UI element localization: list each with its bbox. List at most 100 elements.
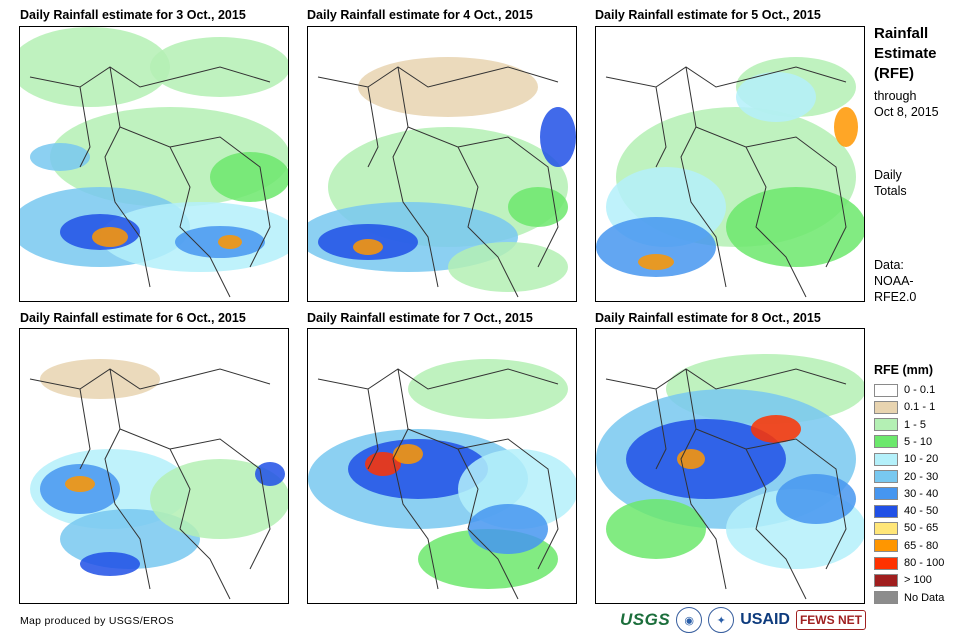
legend-label: No Data xyxy=(904,591,945,604)
legend-label: 30 - 40 xyxy=(904,487,939,500)
map-panel-oct7 xyxy=(307,328,577,604)
legend-item: > 100 xyxy=(874,572,932,588)
legend-label: > 100 xyxy=(904,574,932,587)
rainfall-area xyxy=(736,72,816,122)
legend-swatch xyxy=(874,383,898,397)
legend-swatch xyxy=(874,435,898,449)
legend-item: 0.1 - 1 xyxy=(874,399,935,415)
legend-item: 65 - 80 xyxy=(874,538,938,554)
rainfall-area xyxy=(218,235,242,249)
legend-label: 80 - 100 xyxy=(904,557,945,569)
rainfall-area xyxy=(92,227,128,247)
legend-swatch xyxy=(874,504,898,518)
map-panel-oct6 xyxy=(19,328,289,604)
panel-title-oct5: Daily Rainfall estimate for 5 Oct., 2015 xyxy=(595,8,821,22)
noaa-logo-icon: ◉ xyxy=(676,607,703,633)
map-panel-oct3 xyxy=(19,26,289,302)
rainfall-map-oct3 xyxy=(20,27,288,298)
rainfall-map-oct5 xyxy=(596,57,864,298)
agency-logos: USGS ◉ ✦ USAID FEWS NET xyxy=(620,606,866,634)
country-boundaries xyxy=(29,66,271,298)
panel-title-oct3: Daily Rainfall estimate for 3 Oct., 2015 xyxy=(20,8,246,22)
panel-title-oct7: Daily Rainfall estimate for 7 Oct., 2015 xyxy=(307,311,533,325)
rainfall-map-oct6 xyxy=(29,359,288,600)
rainfall-area xyxy=(393,444,423,464)
rainfall-area xyxy=(80,552,140,576)
legend-label: 10 - 20 xyxy=(904,453,939,466)
rainfall-area xyxy=(30,143,90,171)
country-boundaries xyxy=(29,368,271,600)
legend-swatch xyxy=(874,573,898,587)
legend-item: 40 - 50 xyxy=(874,503,938,519)
panel-title-oct4: Daily Rainfall estimate for 4 Oct., 2015 xyxy=(307,8,533,22)
fews-net-logo: FEWS NET xyxy=(795,610,866,630)
legend-item: 20 - 30 xyxy=(874,469,938,485)
data-source: Data: NOAA- RFE2.0 xyxy=(874,258,917,304)
map-panel-oct8 xyxy=(595,328,865,604)
rainfall-area xyxy=(606,499,706,559)
legend-label: 0 - 0.1 xyxy=(904,384,936,396)
rainfall-map-oct7 xyxy=(308,359,576,600)
rainfall-area xyxy=(834,107,858,147)
legend-swatch xyxy=(874,400,898,414)
map-panel-oct4 xyxy=(307,26,577,302)
country-boundaries xyxy=(605,66,847,298)
legend-item: 50 - 65 xyxy=(874,520,938,536)
legend-swatch xyxy=(874,452,898,466)
rainfall-area xyxy=(626,419,786,499)
legend-item: 10 - 20 xyxy=(874,451,938,467)
legend-label: 40 - 50 xyxy=(904,505,939,518)
usgs-logo: USGS xyxy=(620,610,671,629)
map-set-title: Rainfall Estimate (RFE) xyxy=(874,25,937,82)
country-boundaries xyxy=(317,66,559,298)
country-boundaries xyxy=(317,368,559,600)
map-credit: Map produced by USGS/EROS xyxy=(20,615,174,627)
legend-swatch xyxy=(874,487,898,501)
rainfall-area xyxy=(210,152,288,202)
legend-item: 80 - 100 xyxy=(874,555,944,571)
country-boundaries xyxy=(605,368,847,600)
legend-swatch xyxy=(874,470,898,483)
legend-item: 0 - 0.1 xyxy=(874,382,935,398)
rainfall-area xyxy=(20,27,170,107)
daily-totals-label: Daily Totals xyxy=(874,168,907,198)
legend-item: 5 - 10 xyxy=(874,434,932,450)
rainfall-area xyxy=(751,415,801,443)
legend-swatch xyxy=(874,539,898,553)
rainfall-area xyxy=(726,187,864,267)
rainfall-area xyxy=(468,504,548,554)
dos-seal-icon: ✦ xyxy=(708,607,735,633)
legend-item: No Data xyxy=(874,590,944,606)
rainfall-area xyxy=(508,187,568,227)
rainfall-area xyxy=(448,242,568,292)
rainfall-area xyxy=(40,359,160,399)
legend-item: 30 - 40 xyxy=(874,486,938,502)
rainfall-area xyxy=(596,217,716,277)
rainfall-area xyxy=(776,474,856,524)
legend-label: 5 - 10 xyxy=(904,435,933,448)
legend-swatch xyxy=(874,521,898,535)
panel-title-oct6: Daily Rainfall estimate for 6 Oct., 2015 xyxy=(20,311,246,325)
legend-label: 1 - 5 xyxy=(904,418,927,431)
rainfall-area xyxy=(65,476,95,492)
legend-swatch xyxy=(874,418,898,432)
legend-swatch xyxy=(874,556,898,570)
rainfall-area xyxy=(540,107,576,167)
legend-swatch xyxy=(874,591,898,605)
usaid-logo: USAID xyxy=(740,611,790,628)
rainfall-map-oct8 xyxy=(596,354,864,600)
legend-label: 65 - 80 xyxy=(904,539,939,552)
legend-label: 0.1 - 1 xyxy=(904,401,936,414)
through-date: through Oct 8, 2015 xyxy=(874,89,939,119)
legend-item: 1 - 5 xyxy=(874,417,926,433)
rainfall-map-oct4 xyxy=(308,57,576,298)
rainfall-area xyxy=(255,462,285,486)
rainfall-area xyxy=(358,57,538,117)
rainfall-area xyxy=(638,254,674,270)
map-panel-oct5 xyxy=(595,26,865,302)
panel-title-oct8: Daily Rainfall estimate for 8 Oct., 2015 xyxy=(595,311,821,325)
legend-title: RFE (mm) xyxy=(874,363,934,377)
legend-label: 20 - 30 xyxy=(904,470,939,483)
rainfall-area xyxy=(408,359,568,419)
legend-label: 50 - 65 xyxy=(904,522,939,535)
